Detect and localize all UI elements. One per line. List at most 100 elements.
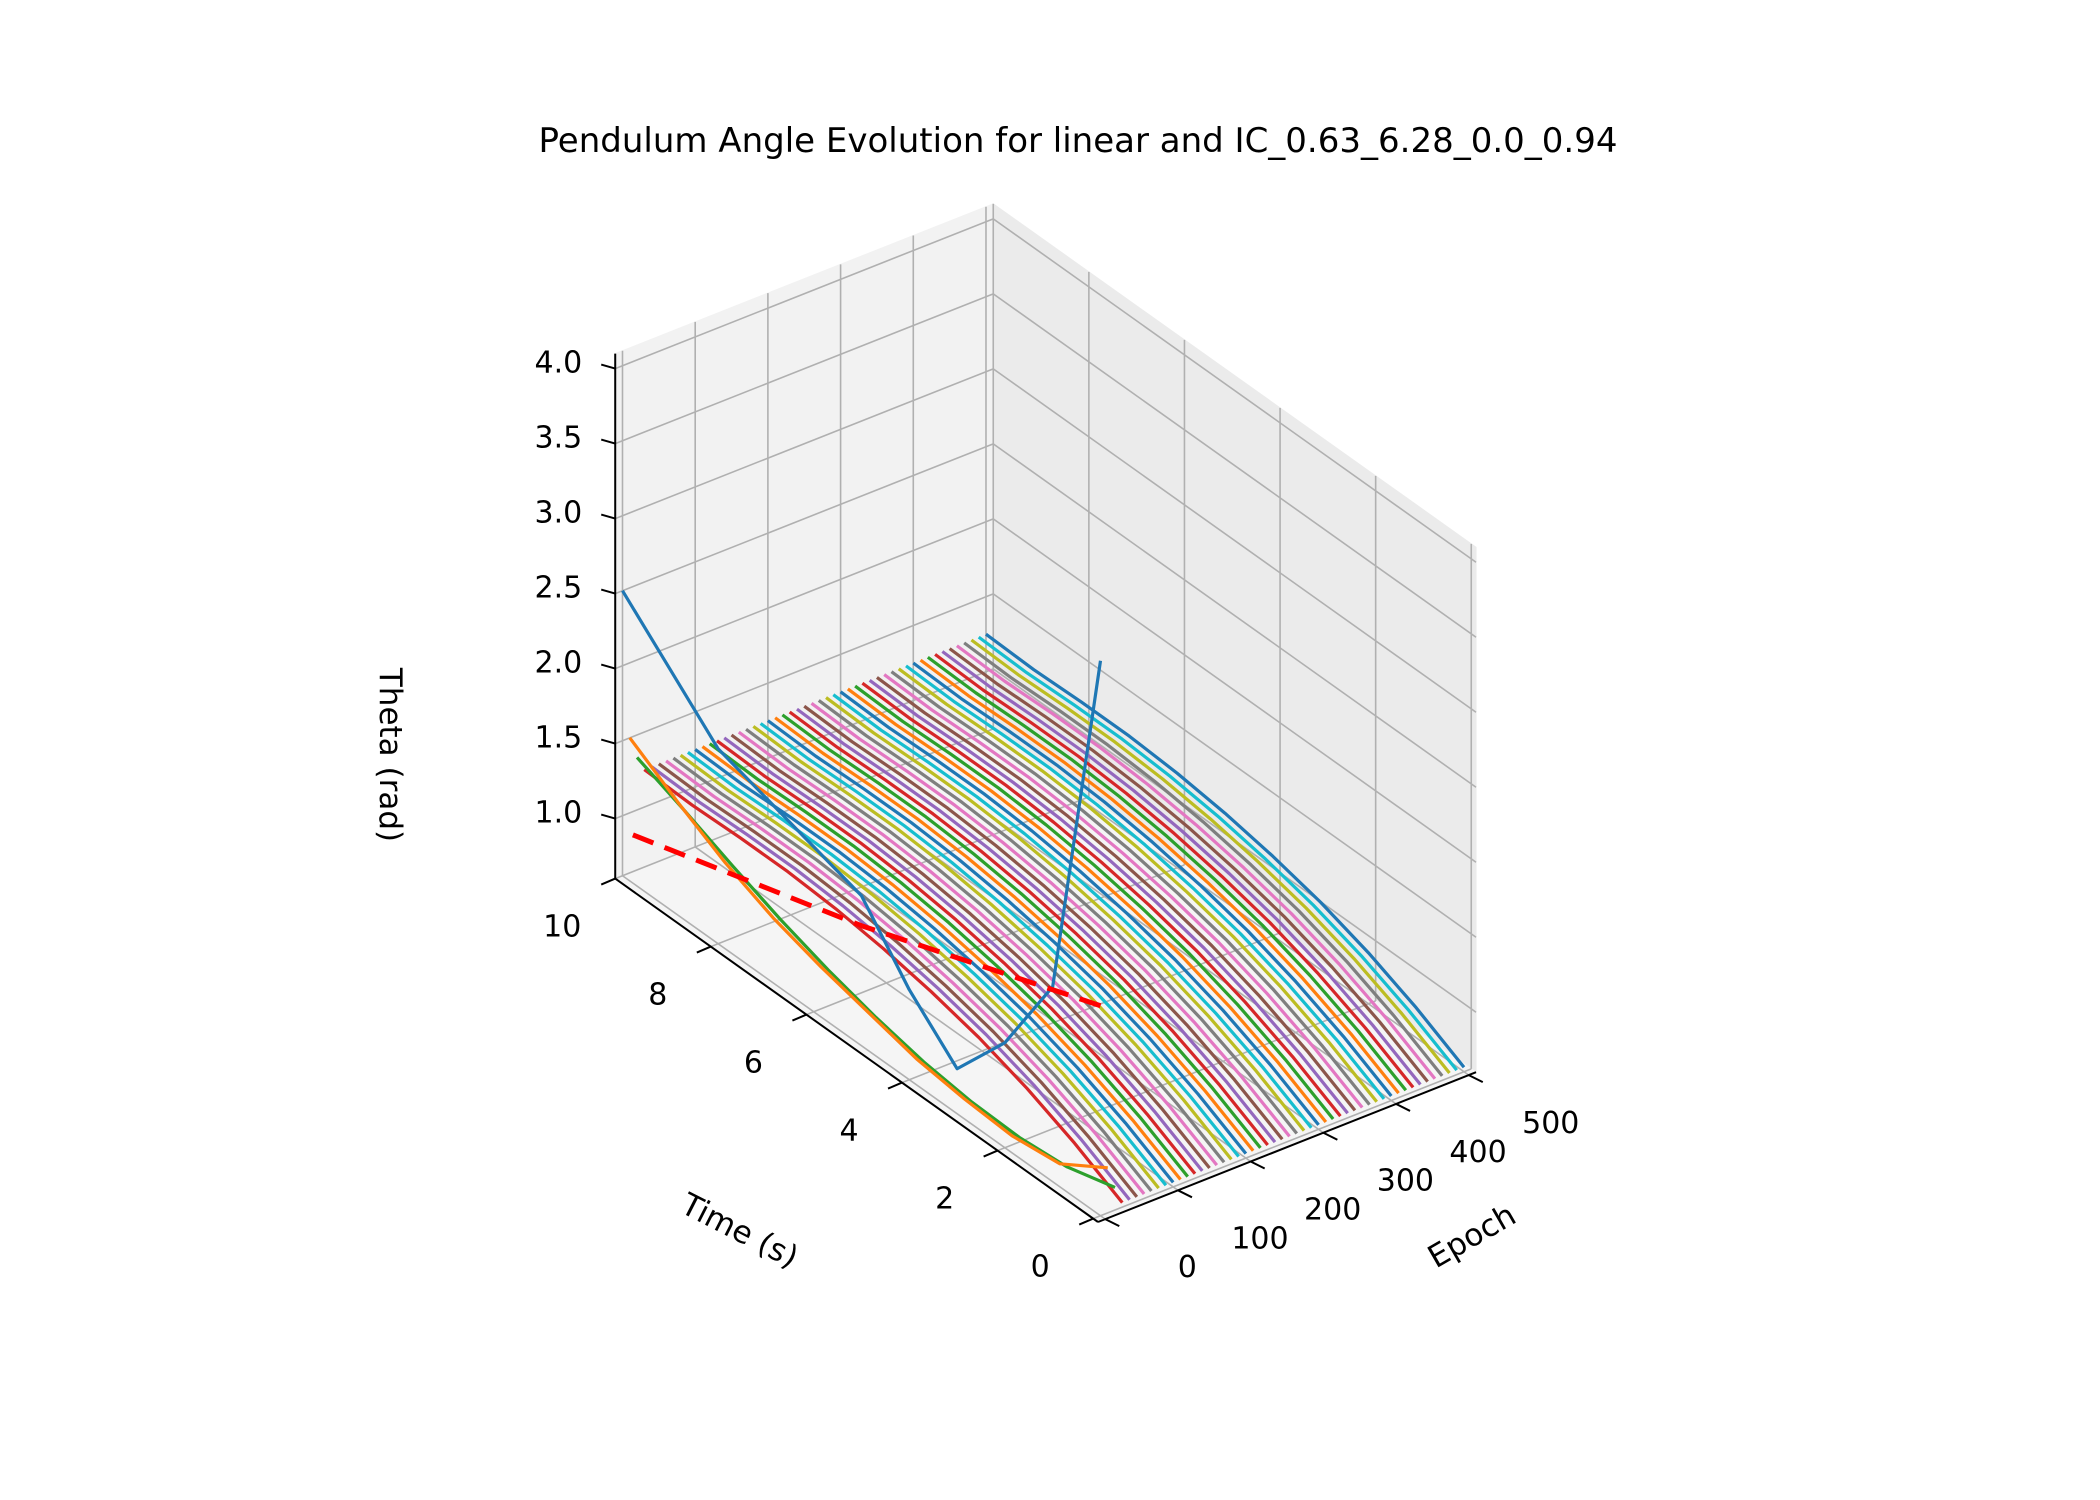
y-tick-mark [1104, 1218, 1120, 1228]
series-line [977, 635, 1458, 1072]
series-line [926, 655, 1408, 1092]
series-line [723, 736, 1204, 1172]
y-tick-label: 0 [1178, 1250, 1197, 1285]
grid-line [1092, 1068, 1472, 1220]
x-tick-mark [1078, 1217, 1094, 1226]
series-line [941, 650, 1422, 1086]
y-axis-label: Epoch [1422, 1197, 1522, 1276]
z-tick-mark [600, 588, 616, 595]
series-line [657, 762, 1139, 1198]
z-tick-mark [600, 513, 616, 520]
series-line [846, 687, 1328, 1123]
series-line [766, 719, 1248, 1155]
series-line [686, 751, 1168, 1187]
x-tick-mark [696, 945, 712, 954]
y-tick-mark [1250, 1160, 1266, 1170]
series-line [963, 641, 1444, 1077]
y-tick-mark [1177, 1189, 1193, 1199]
z-tick-mark [600, 738, 616, 745]
series-line [955, 644, 1437, 1080]
grid-line [992, 593, 1477, 938]
z-tick-label: 3.5 [535, 421, 583, 456]
series-line [934, 653, 1415, 1089]
series-line [716, 739, 1197, 1175]
series-line [796, 707, 1277, 1144]
z-tick-label: 2.0 [535, 646, 583, 681]
z-tick-mark [600, 438, 616, 445]
z-axis-label: Theta (rad) [372, 667, 408, 842]
series-line [635, 756, 1116, 1189]
series-line [803, 704, 1284, 1141]
series-line [970, 638, 1451, 1074]
series-line [875, 676, 1357, 1112]
series-line [839, 690, 1320, 1126]
series-line [817, 699, 1299, 1135]
x-tick-label: 2 [935, 1182, 954, 1217]
grid-line [622, 875, 1106, 1220]
x-axis-label: Time (s) [674, 1186, 804, 1276]
x-axis-line [614, 877, 1099, 1223]
series-line [679, 753, 1160, 1190]
grid-line [614, 443, 994, 595]
series-line [672, 756, 1153, 1193]
series-line [861, 681, 1342, 1118]
z-tick-label: 1.5 [535, 721, 583, 756]
grid-line [992, 518, 1477, 863]
grid-line [992, 368, 1477, 713]
grid-line [992, 443, 1477, 788]
chart-title: Pendulum Angle Evolution for linear and … [539, 121, 1618, 161]
series-line [868, 679, 1349, 1115]
series-line [730, 733, 1211, 1170]
x-tick-mark [792, 1013, 807, 1022]
series-line [745, 727, 1226, 1164]
grid-line [614, 518, 994, 670]
z-tick-label: 2.5 [535, 571, 583, 606]
z-tick-label: 3.0 [535, 496, 583, 531]
y-axis-line [1097, 1071, 1477, 1223]
series-line [883, 673, 1364, 1109]
grid-line [614, 368, 994, 520]
y-tick-label: 100 [1231, 1221, 1288, 1256]
series-line [854, 684, 1335, 1121]
grid-line [992, 218, 1477, 563]
x-tick-label: 8 [648, 978, 667, 1013]
series-line [701, 745, 1182, 1181]
y-tick-mark [1468, 1074, 1484, 1084]
series-line [650, 765, 1131, 1201]
series-line [810, 702, 1291, 1138]
y-tick-label: 200 [1304, 1193, 1361, 1228]
y-tick-mark [1322, 1131, 1338, 1141]
series-line [912, 661, 1393, 1098]
series-line [897, 667, 1378, 1103]
series-line [737, 730, 1219, 1167]
series-line [774, 716, 1255, 1152]
series-line [708, 742, 1189, 1178]
y-tick-mark [1395, 1103, 1411, 1112]
grid-line [614, 218, 994, 370]
reference-line [621, 828, 1102, 1009]
series-line [919, 658, 1400, 1095]
y-tick-label: 300 [1377, 1164, 1434, 1199]
y-tick-label: 500 [1522, 1106, 1579, 1141]
series-line [825, 696, 1306, 1132]
series-line [621, 589, 1103, 1071]
x-tick-mark [887, 1081, 903, 1090]
grid-line [614, 593, 994, 745]
grid-line [614, 293, 994, 445]
series-line [781, 713, 1262, 1149]
z-tick-mark [600, 813, 616, 820]
series-line [832, 693, 1313, 1129]
z-tick-label: 1.0 [535, 796, 583, 831]
series-line [948, 647, 1429, 1083]
x-tick-label: 0 [1031, 1250, 1050, 1285]
series-line [628, 736, 1108, 1170]
series-line [890, 670, 1371, 1106]
z-tick-mark [600, 663, 616, 670]
series-line [759, 722, 1240, 1158]
z-tick-mark [600, 363, 616, 370]
series-line [788, 710, 1269, 1146]
series-line [985, 632, 1466, 1069]
x-tick-mark [600, 877, 616, 886]
z-tick-label: 4.0 [535, 346, 583, 381]
